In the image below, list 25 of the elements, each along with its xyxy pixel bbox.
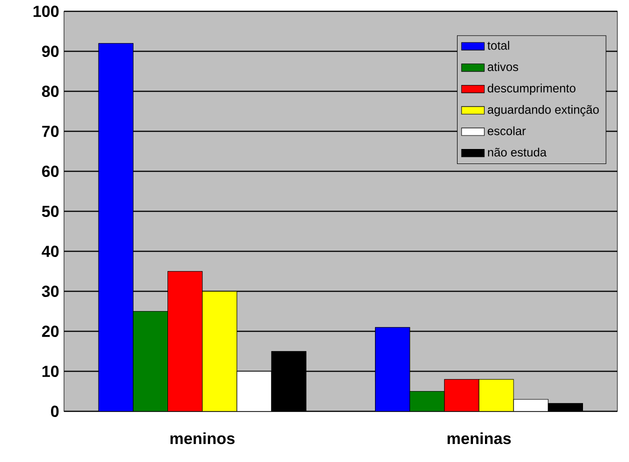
- y-tick-label: 90: [42, 46, 59, 57]
- legend-label: descumprimento: [488, 84, 576, 95]
- bar: [444, 379, 480, 412]
- y-tick-label: 70: [42, 126, 59, 137]
- y-tick-label: 80: [42, 86, 59, 97]
- y-tick-label: 0: [51, 406, 59, 417]
- legend-label: escolar: [488, 126, 526, 136]
- bar: [167, 271, 203, 412]
- x-tick-label: meninos: [170, 432, 235, 444]
- bar: [513, 399, 548, 412]
- y-tick-label: 100: [34, 6, 59, 17]
- x-tick-label: meninas: [448, 432, 511, 444]
- y-tick-label: 10: [42, 366, 59, 377]
- legend-label: ativos: [488, 62, 518, 72]
- bar: [478, 379, 514, 412]
- legend-label: aguardando extinção: [488, 105, 599, 116]
- y-tick-label: 20: [42, 326, 59, 337]
- y-tick-label: 60: [42, 166, 59, 177]
- bar: [202, 291, 238, 412]
- bar: [236, 371, 272, 412]
- legend-label: não estuda: [488, 148, 547, 157]
- legend-label: total: [487, 40, 510, 50]
- y-tick-label: 30: [42, 286, 59, 298]
- y-tick-label: 40: [42, 246, 59, 257]
- y-tick-label: 50: [42, 206, 59, 217]
